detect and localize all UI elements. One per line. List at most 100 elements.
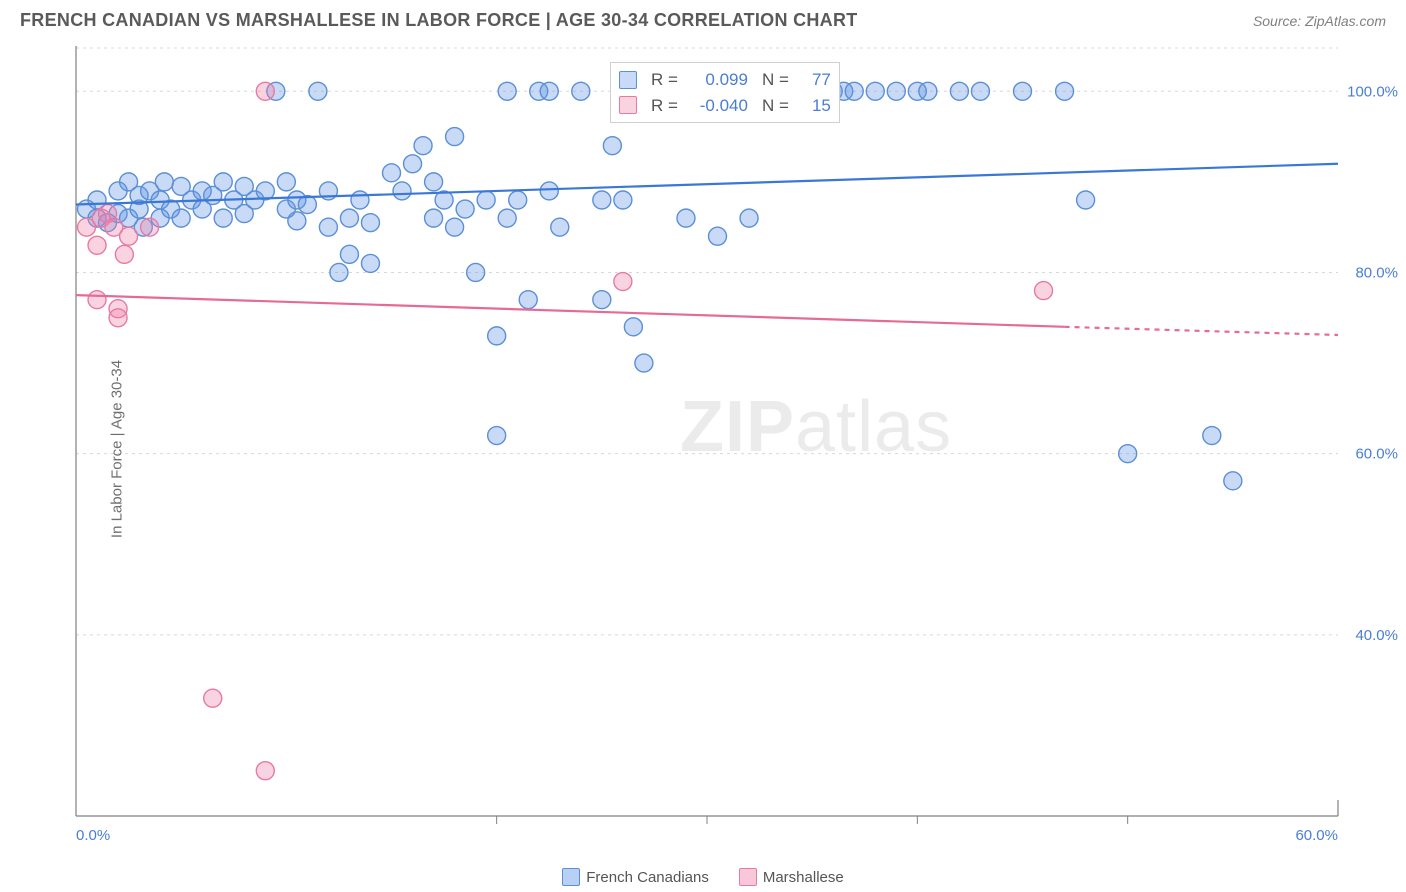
y-tick-label: 80.0%: [1355, 264, 1398, 281]
data-point: [498, 209, 516, 227]
data-point: [1077, 191, 1095, 209]
data-point: [256, 762, 274, 780]
data-point: [677, 209, 695, 227]
stat-r-value: 0.099: [692, 67, 748, 93]
data-point: [498, 82, 516, 100]
data-point: [155, 173, 173, 191]
y-tick-label: 100.0%: [1347, 83, 1398, 100]
data-point: [109, 309, 127, 327]
data-point: [477, 191, 495, 209]
legend-swatch: [739, 868, 757, 886]
data-point: [519, 291, 537, 309]
data-point: [88, 291, 106, 309]
stats-legend-box: R = 0.099 N = 77 R = -0.040 N = 15: [610, 62, 840, 123]
stat-swatch: [619, 96, 637, 114]
data-point: [361, 214, 379, 232]
data-point: [919, 82, 937, 100]
data-point: [866, 82, 884, 100]
data-point: [141, 218, 159, 236]
data-point: [214, 173, 232, 191]
data-point: [288, 212, 306, 230]
stat-n-value: 77: [803, 67, 831, 93]
data-point: [115, 245, 133, 263]
scatter-plot: 100.0% 80.0% 60.0% 40.0% 0.0% 60.0%: [40, 46, 1406, 846]
data-point: [971, 82, 989, 100]
data-point: [351, 191, 369, 209]
data-point: [572, 82, 590, 100]
data-point: [467, 263, 485, 281]
data-point: [340, 209, 358, 227]
chart-container: In Labor Force | Age 30-34 100.0%80.0%60…: [40, 46, 1386, 852]
data-point: [1035, 282, 1053, 300]
data-point: [1056, 82, 1074, 100]
data-point: [488, 427, 506, 445]
data-point: [635, 354, 653, 372]
trend-line: [76, 295, 1065, 327]
data-point: [1203, 427, 1221, 445]
data-point: [425, 173, 443, 191]
stat-n-label: N =: [762, 93, 789, 119]
data-point: [551, 218, 569, 236]
data-point: [593, 191, 611, 209]
data-point: [277, 173, 295, 191]
data-point: [404, 155, 422, 173]
stat-r-value: -0.040: [692, 93, 748, 119]
data-point: [593, 291, 611, 309]
data-point: [614, 191, 632, 209]
data-point: [214, 209, 232, 227]
data-point: [319, 218, 337, 236]
header: FRENCH CANADIAN VS MARSHALLESE IN LABOR …: [0, 0, 1406, 37]
data-point: [540, 82, 558, 100]
data-point: [393, 182, 411, 200]
data-point: [709, 227, 727, 245]
data-point: [361, 254, 379, 272]
legend-item: Marshallese: [739, 868, 844, 886]
data-point: [624, 318, 642, 336]
data-point: [446, 128, 464, 146]
stat-r-label: R =: [651, 67, 678, 93]
chart-title: FRENCH CANADIAN VS MARSHALLESE IN LABOR …: [20, 10, 858, 31]
data-point: [950, 82, 968, 100]
stat-row: R = -0.040 N = 15: [619, 93, 831, 119]
source-label: Source: ZipAtlas.com: [1253, 13, 1386, 29]
data-point: [204, 689, 222, 707]
data-point: [740, 209, 758, 227]
legend-label: French Canadians: [586, 869, 709, 886]
data-point: [172, 209, 190, 227]
x-tick-label: 0.0%: [76, 827, 110, 844]
data-point: [256, 82, 274, 100]
stat-row: R = 0.099 N = 77: [619, 67, 831, 93]
data-point: [414, 137, 432, 155]
legend-label: Marshallese: [763, 869, 844, 886]
data-point: [383, 164, 401, 182]
data-point: [425, 209, 443, 227]
data-point: [1224, 472, 1242, 490]
data-point: [120, 227, 138, 245]
data-point: [309, 82, 327, 100]
stat-n-value: 15: [803, 93, 831, 119]
data-point: [887, 82, 905, 100]
data-point: [845, 82, 863, 100]
x-tick-label: 60.0%: [1295, 827, 1338, 844]
data-point: [614, 273, 632, 291]
legend-swatch: [562, 868, 580, 886]
data-point: [1119, 445, 1137, 463]
stat-swatch: [619, 71, 637, 89]
y-axis-label: In Labor Force | Age 30-34: [109, 360, 126, 538]
data-point: [603, 137, 621, 155]
trend-line-ext: [1065, 327, 1338, 335]
data-point: [340, 245, 358, 263]
y-tick-label: 40.0%: [1355, 627, 1398, 644]
data-point: [456, 200, 474, 218]
stat-n-label: N =: [762, 67, 789, 93]
data-point: [446, 218, 464, 236]
data-point: [330, 263, 348, 281]
legend-bottom: French Canadians Marshallese: [0, 868, 1406, 886]
data-point: [488, 327, 506, 345]
y-tick-label: 60.0%: [1355, 446, 1398, 463]
data-point: [540, 182, 558, 200]
data-point: [509, 191, 527, 209]
stat-r-label: R =: [651, 93, 678, 119]
data-point: [1014, 82, 1032, 100]
data-point: [88, 236, 106, 254]
